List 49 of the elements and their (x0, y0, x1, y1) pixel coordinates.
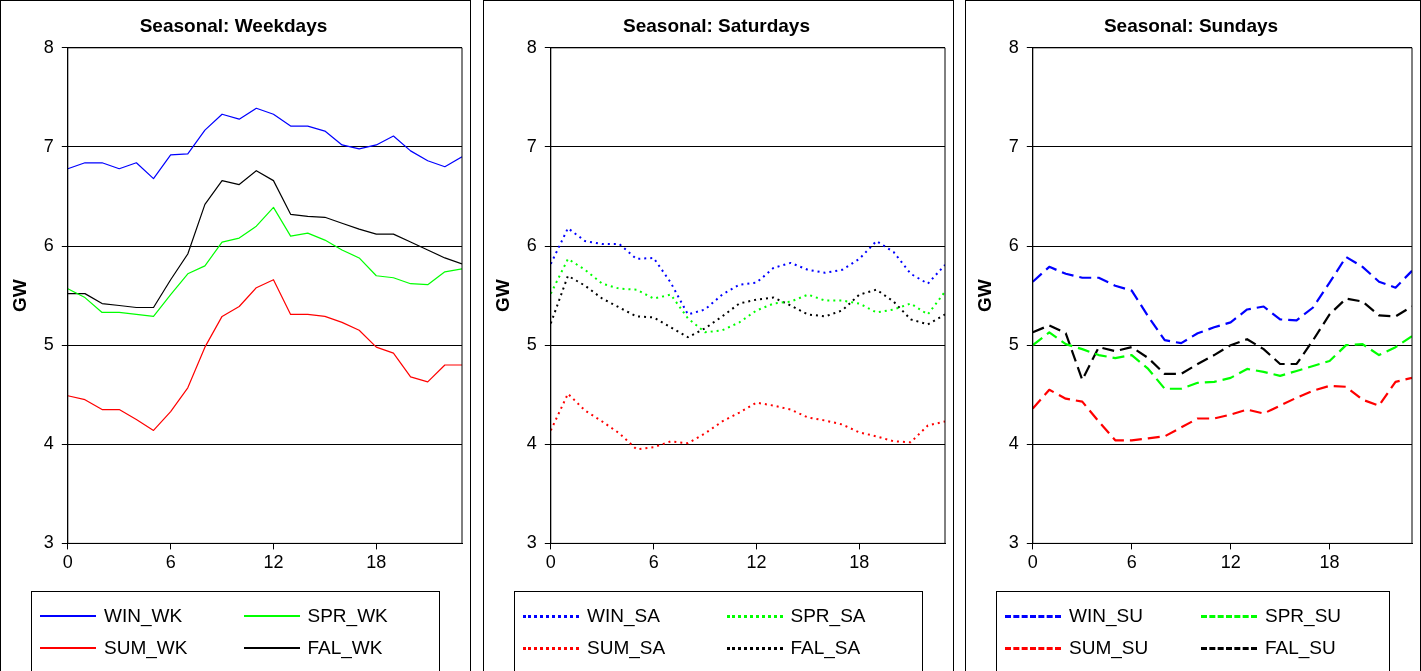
legend-label: SPR_WK (307, 605, 388, 627)
y-tick-label: 7 (526, 135, 537, 156)
y-tick-label: 8 (526, 36, 537, 57)
x-tick-label: 18 (366, 552, 387, 573)
y-tick-label: 7 (1008, 135, 1019, 156)
y-tick-label: 6 (1008, 235, 1019, 256)
x-tick-label: 18 (849, 552, 870, 573)
x-tick-label: 0 (545, 552, 556, 573)
chart-title: Seasonal: Weekdays (139, 14, 328, 36)
legend-label: SUM_WK (104, 637, 188, 659)
legend-label: SUM_SU (1069, 637, 1149, 659)
chart-title: Seasonal: Saturdays (623, 14, 810, 36)
x-tick-label: 12 (1220, 552, 1241, 573)
y-tick-label: 4 (526, 433, 537, 454)
x-tick-label: 6 (1126, 552, 1137, 573)
y-tick-label: 6 (43, 235, 54, 256)
y-tick-label: 5 (1008, 334, 1019, 355)
y-tick-label: 5 (526, 334, 537, 355)
x-tick-label: 18 (1319, 552, 1340, 573)
y-tick-label: 3 (1008, 532, 1019, 553)
y-tick-label: 3 (526, 532, 537, 553)
legend-label: SUM_SA (587, 637, 666, 659)
y-tick-label: 8 (43, 36, 54, 57)
y-tick-label: 5 (43, 334, 54, 355)
legend-label: FAL_SA (790, 637, 861, 659)
legend-label: WIN_SA (587, 605, 660, 627)
x-tick-label: 12 (263, 552, 284, 573)
chart-title: Seasonal: Sundays (1103, 14, 1279, 36)
y-tick-label: 7 (43, 135, 54, 156)
legend-label: WIN_SU (1069, 605, 1143, 627)
line-series (550, 257, 945, 334)
y-tick-label: 4 (43, 433, 54, 454)
legend-label: WIN_WK (104, 605, 183, 627)
y-axis-title: GW (973, 279, 995, 312)
y-tick-label: 8 (1008, 36, 1019, 57)
y-tick-label: 3 (43, 532, 54, 553)
legend-label: FAL_WK (307, 637, 383, 659)
y-axis-title: GW (491, 279, 513, 312)
y-tick-label: 4 (1008, 433, 1019, 454)
x-tick-label: 6 (165, 552, 176, 573)
x-tick-label: 6 (648, 552, 659, 573)
x-tick-label: 0 (62, 552, 73, 573)
legend-label: FAL_SU (1265, 637, 1336, 659)
x-tick-label: 0 (1027, 552, 1038, 573)
y-tick-label: 6 (526, 235, 537, 256)
legend-label: SPR_SA (790, 605, 866, 627)
x-tick-label: 12 (746, 552, 767, 573)
legend-label: SPR_SU (1265, 605, 1342, 627)
y-axis-title: GW (8, 279, 30, 312)
